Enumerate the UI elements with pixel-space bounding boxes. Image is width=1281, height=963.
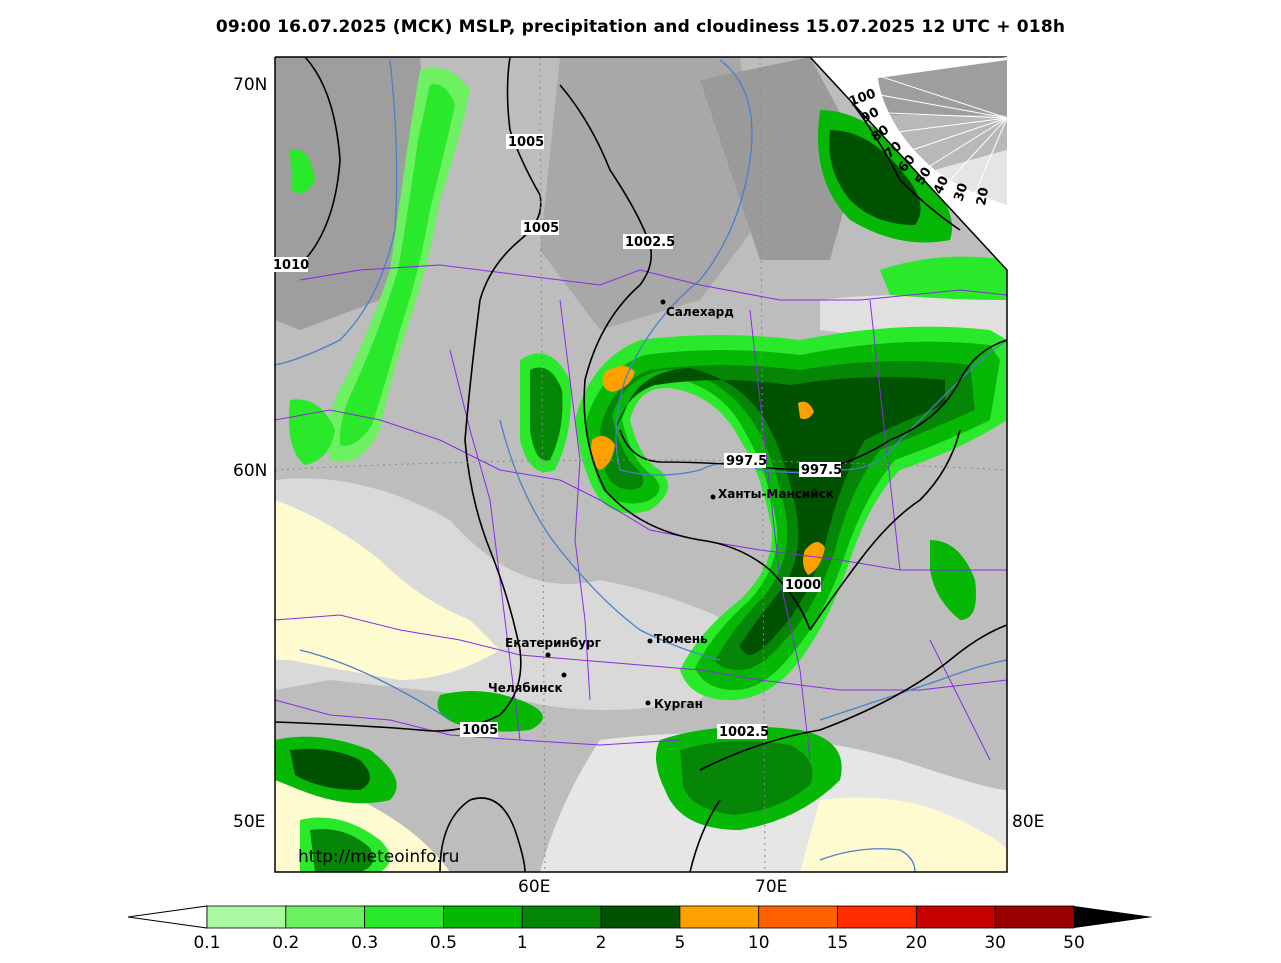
city-marker	[545, 652, 551, 658]
colorbar-label: 15	[827, 933, 849, 953]
colorbar-low-triangle	[127, 905, 208, 929]
isobar-label: 1010	[273, 258, 309, 273]
colorbar-segment	[443, 905, 523, 929]
colorbar-segment	[521, 905, 602, 929]
city-label: Челябинск	[488, 681, 563, 695]
city-label: Тюмень	[654, 632, 708, 646]
city-marker	[660, 299, 666, 305]
lat-label-70: 70N	[233, 75, 267, 95]
cloud-label-30: 30	[952, 181, 972, 203]
map-frame	[274, 56, 1008, 873]
colorbar-segment	[994, 905, 1075, 929]
lat-label-60: 60N	[233, 461, 267, 481]
city-label: Екатеринбург	[505, 636, 601, 650]
watermark: http://meteoinfo.ru	[298, 847, 459, 867]
map-title: 09:00 16.07.2025 (МСК) MSLP, precipitati…	[215, 17, 1066, 37]
isobar-label: 1002.5	[625, 235, 675, 250]
colorbar-segment	[600, 905, 681, 929]
colorbar-high-triangle	[1074, 906, 1153, 928]
colorbar-label: 20	[906, 933, 928, 953]
colorbar: 0.1 0.2 0.3 0.5 1 2 5 10 15 20 30 50	[127, 905, 1153, 953]
colorbar-segment	[758, 905, 838, 929]
colorbar-segment	[285, 905, 366, 929]
borders	[275, 264, 1007, 761]
city-marker	[710, 494, 716, 500]
city-label: Ханты-Мансийск	[718, 487, 834, 501]
colorbar-label: 0.5	[430, 933, 457, 953]
city-label: Курган	[654, 697, 703, 711]
isobar-labels: 1005 1005 1002.5 1010 997.5 997.5 1000 1…	[272, 134, 842, 740]
city-marker	[647, 638, 653, 644]
colorbar-label: 0.2	[272, 933, 299, 953]
colorbar-segment	[679, 905, 760, 929]
precipitation-area	[275, 67, 1007, 872]
city-marker	[561, 672, 567, 678]
cloudiness-scale: 100 90 80 70 60 50 40 30 20	[847, 57, 1008, 215]
map-field	[275, 57, 1007, 872]
lon-label-70: 70E	[755, 877, 787, 897]
colorbar-label: 10	[748, 933, 770, 953]
city-marker	[645, 700, 651, 706]
city-label: Салехард	[666, 305, 734, 319]
colorbar-segment	[837, 905, 917, 929]
colorbar-label: 30	[984, 933, 1006, 953]
isobar-label: 1000	[785, 578, 821, 593]
isobar-label: 997.5	[726, 454, 767, 469]
lon-label-80: 80E	[1012, 812, 1044, 832]
colorbar-label: 50	[1063, 933, 1085, 953]
isobar-label: 997.5	[801, 463, 842, 478]
isobar-label: 1002.5	[719, 725, 769, 740]
isobar-label: 1005	[523, 221, 559, 236]
isobar-label: 1005	[462, 723, 498, 738]
colorbar-segment	[364, 905, 444, 929]
lon-label-60: 60E	[518, 877, 550, 897]
colorbar-label: 0.1	[193, 933, 220, 953]
cloud-label-40: 40	[931, 174, 952, 197]
colorbar-label: 1	[517, 933, 528, 953]
colorbar-label: 0.3	[351, 933, 378, 953]
colorbar-label: 2	[596, 933, 607, 953]
colorbar-label: 5	[674, 933, 685, 953]
colorbar-segment	[915, 905, 996, 929]
colorbar-segment	[206, 905, 287, 929]
isobar-label: 1005	[508, 135, 544, 150]
lat-label-50: 50E	[233, 812, 265, 832]
cities: Салехард Ханты-Мансийск Екатеринбург Тюм…	[488, 299, 834, 711]
cloud-label-20: 20	[974, 186, 992, 206]
